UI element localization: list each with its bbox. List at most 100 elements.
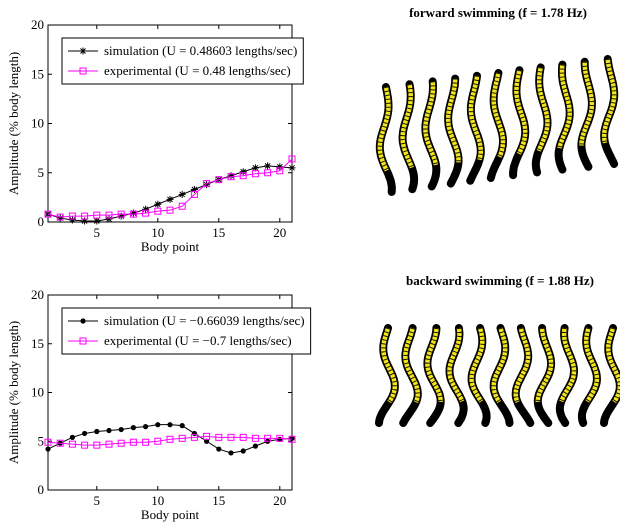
worm-segments [557, 327, 577, 425]
worm-segments [535, 327, 554, 425]
marker [251, 164, 259, 172]
legend-label: experimental (U = −0.7 lengths/sec) [104, 333, 292, 348]
marker [166, 206, 174, 214]
marker [178, 202, 186, 210]
legend-frame [61, 37, 304, 85]
worm-body [468, 75, 484, 182]
x-tick-label: 20 [273, 493, 286, 508]
legend-marker [79, 67, 87, 75]
marker [154, 207, 162, 215]
marker [276, 167, 284, 175]
worm-segments [469, 327, 489, 424]
marker [190, 185, 198, 193]
marker [203, 180, 211, 188]
marker [240, 448, 246, 454]
worm-body [488, 72, 506, 179]
marker [117, 210, 125, 218]
legend-label: simulation (U = 0.48603 lengths/sec) [104, 43, 297, 58]
marker [227, 433, 235, 441]
marker [215, 176, 223, 184]
worm-segments [376, 327, 398, 424]
marker [239, 433, 247, 441]
worm-body [510, 69, 528, 176]
marker [93, 441, 101, 449]
marker [142, 438, 150, 446]
marker [166, 195, 174, 203]
marker [251, 170, 259, 178]
legend-label: experimental (U = 0.48 lengths/sec) [104, 63, 291, 78]
y-tick-label: 5 [38, 165, 45, 180]
marker [129, 210, 137, 218]
marker [93, 217, 101, 225]
panel-title: backward swimming (f = 1.88 Hz) [406, 273, 594, 288]
x-tick-label: 5 [94, 225, 101, 240]
y-axis-label: Amplitude (% body length) [6, 52, 21, 195]
marker [82, 430, 88, 437]
y-axis-label: Amplitude (% body length) [6, 321, 21, 464]
marker [117, 439, 125, 447]
x-axis-label: Body point [141, 507, 200, 522]
worm-body [556, 64, 572, 171]
y-tick-label: 5 [38, 433, 45, 448]
marker [45, 446, 51, 452]
marker [81, 441, 89, 449]
worm-body [601, 58, 617, 165]
x-tick-label: 20 [273, 225, 286, 240]
marker [264, 434, 272, 442]
marker [264, 169, 272, 177]
marker [288, 164, 296, 172]
marker [190, 433, 198, 441]
worm-body [423, 81, 439, 188]
legend-marker [79, 47, 87, 55]
marker [251, 434, 259, 442]
marker [154, 200, 162, 208]
marker [178, 190, 186, 198]
marker [216, 446, 222, 452]
y-tick-label: 0 [38, 482, 45, 497]
marker [44, 210, 52, 218]
marker [179, 423, 185, 429]
worm-segments [601, 327, 620, 424]
y-tick-label: 15 [31, 66, 44, 81]
marker [56, 214, 64, 222]
marker [68, 216, 76, 224]
y-tick-label: 10 [31, 385, 44, 400]
marker [94, 428, 100, 435]
worm-segments [513, 327, 533, 425]
marker [105, 211, 113, 219]
marker [204, 438, 210, 444]
marker [93, 211, 101, 219]
marker [228, 450, 234, 456]
legend-frame [61, 307, 312, 355]
marker [155, 422, 161, 428]
marker [264, 162, 272, 170]
marker [106, 427, 112, 434]
worm-segments [579, 327, 600, 424]
marker [130, 425, 136, 431]
marker [142, 209, 150, 217]
y-tick-label: 20 [31, 17, 44, 32]
legend-label: simulation (U = −0.66039 lengths/sec) [104, 313, 305, 328]
marker [239, 172, 247, 180]
worm-segments [491, 327, 512, 424]
worm-segments [425, 327, 443, 425]
marker [142, 205, 150, 213]
worm-illustrations [375, 55, 620, 427]
marker [154, 437, 162, 445]
marker [143, 424, 149, 430]
marker [56, 439, 64, 447]
x-tick-label: 15 [212, 493, 225, 508]
y-tick-label: 0 [38, 214, 45, 229]
marker [167, 422, 173, 428]
worm-body [579, 61, 595, 168]
marker [81, 217, 89, 225]
marker [68, 212, 76, 220]
marker [215, 433, 223, 441]
worm-body [377, 86, 395, 193]
marker [288, 155, 296, 163]
marker [288, 435, 296, 443]
x-tick-label: 10 [151, 493, 164, 508]
marker [203, 181, 211, 189]
worm-body [533, 66, 550, 173]
